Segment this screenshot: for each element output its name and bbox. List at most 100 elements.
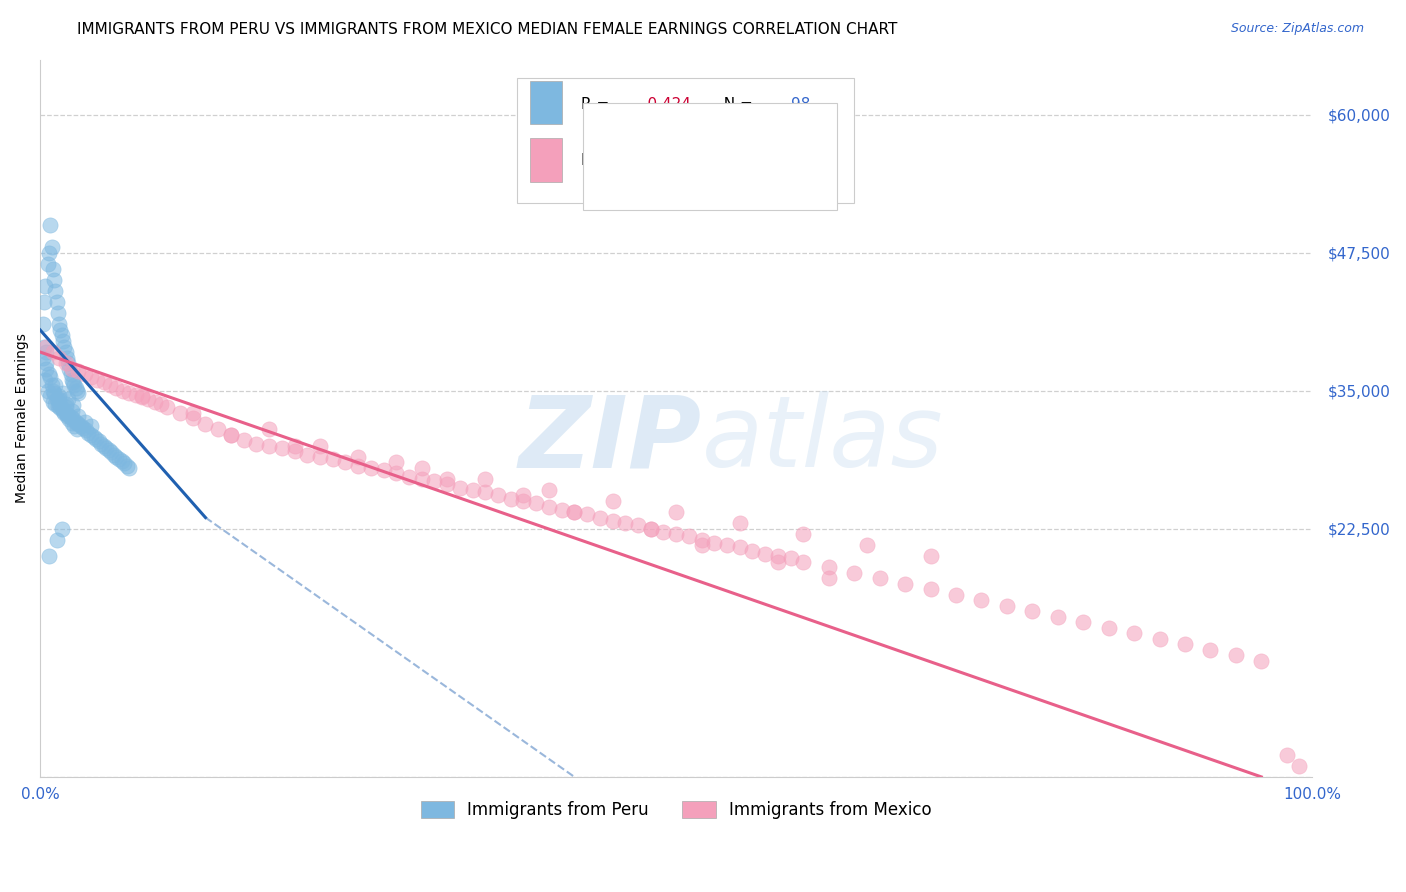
Text: atlas: atlas (702, 392, 943, 488)
Point (48, 351, 70, 365)
Point (80, 419, 103, 434)
Point (45, 295, 67, 310)
Point (817, 571, 839, 585)
Point (39, 370, 62, 384)
Point (149, 397, 172, 411)
Point (257, 439, 280, 453)
Point (423, 474, 446, 488)
Text: 114: 114 (790, 153, 820, 168)
Point (31, 318, 53, 332)
Point (1250, 654, 1272, 668)
Point (42, 385, 65, 400)
Point (373, 463, 395, 477)
Point (60, 361, 83, 376)
Point (39, 389, 62, 403)
Point (817, 560, 839, 574)
Point (100, 445, 122, 459)
Point (564, 505, 586, 519)
Point (103, 448, 125, 462)
Point (537, 500, 560, 514)
Point (60, 373, 83, 387)
Point (98, 378, 121, 392)
Point (67, 417, 90, 431)
Point (51, 328, 73, 343)
Point (640, 522, 662, 536)
Point (52, 385, 75, 400)
Point (35, 356, 58, 370)
Point (245, 436, 267, 450)
Point (59, 410, 82, 425)
Point (766, 555, 789, 569)
Point (474, 472, 496, 486)
Point (322, 452, 344, 467)
Point (62, 412, 84, 426)
Point (512, 494, 534, 508)
Point (105, 450, 128, 464)
Point (35, 361, 58, 376)
Point (181, 406, 204, 420)
Point (690, 538, 713, 552)
Point (58, 361, 80, 376)
Point (60, 416, 83, 430)
Point (499, 491, 522, 506)
Point (779, 551, 801, 566)
Point (34, 373, 56, 387)
Point (512, 488, 534, 502)
Point (83, 430, 105, 444)
Point (55, 356, 77, 370)
Point (1288, 759, 1310, 773)
Point (67, 364, 90, 378)
Point (32, 295, 55, 310)
Point (45, 392, 67, 407)
Point (49, 323, 72, 337)
Point (652, 524, 675, 539)
Point (73, 367, 96, 381)
Point (550, 503, 572, 517)
Point (80, 370, 103, 384)
Point (589, 510, 612, 524)
Point (411, 472, 433, 486)
Point (194, 417, 217, 431)
Point (741, 543, 763, 558)
Point (110, 454, 132, 468)
Point (844, 566, 866, 580)
Point (792, 527, 814, 541)
Point (42, 273, 65, 287)
Text: -0.881: -0.881 (641, 153, 690, 168)
Point (56, 409, 79, 423)
Bar (530, 81, 561, 124)
Point (105, 381, 128, 395)
Point (181, 411, 204, 425)
Point (118, 461, 141, 475)
Point (45, 533, 67, 547)
Point (1097, 621, 1119, 635)
Point (219, 427, 242, 442)
Point (62, 398, 84, 412)
Point (728, 541, 751, 555)
Point (53, 406, 76, 420)
Point (48, 397, 70, 411)
Point (112, 457, 135, 471)
Point (385, 467, 408, 481)
Text: -0.424: -0.424 (641, 97, 690, 112)
Point (436, 477, 458, 491)
Point (169, 406, 191, 420)
Point (42, 384, 65, 398)
Point (48, 389, 70, 403)
Point (766, 549, 789, 564)
Point (411, 461, 433, 475)
Point (869, 571, 891, 585)
Point (703, 536, 725, 550)
Point (96, 441, 118, 455)
Text: R =: R = (581, 153, 614, 168)
Point (283, 439, 305, 453)
Point (44, 397, 66, 411)
Point (627, 518, 650, 533)
Point (42, 262, 65, 277)
Point (1149, 632, 1171, 646)
Point (131, 390, 153, 404)
Point (62, 375, 84, 389)
Point (564, 505, 586, 519)
Bar (530, 138, 561, 182)
Point (53, 339, 76, 353)
